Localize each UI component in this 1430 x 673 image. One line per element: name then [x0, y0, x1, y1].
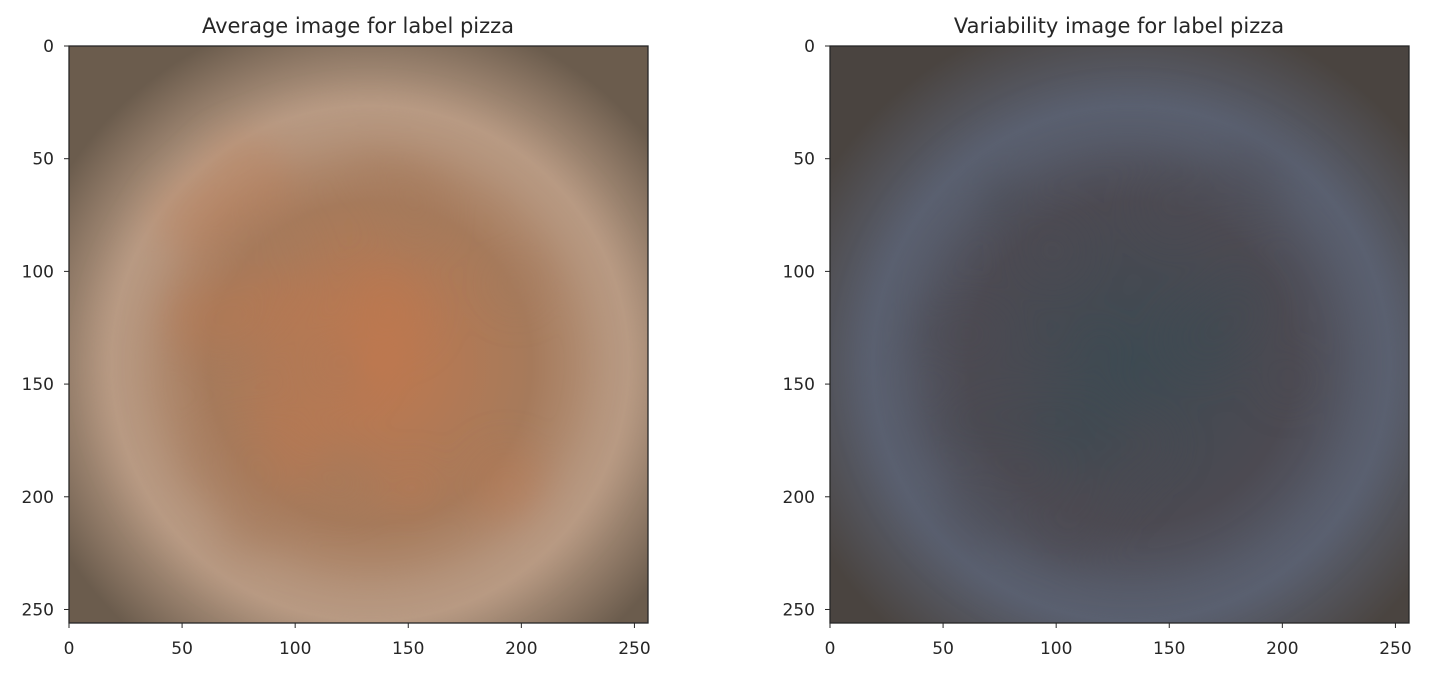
- average-image-texture-blob: [383, 185, 454, 256]
- average-image-y-tick-label: 100: [22, 262, 54, 282]
- variability-image-y-tick-label: 0: [804, 37, 815, 57]
- variability-image-x-tick-label: 150: [1153, 639, 1185, 659]
- variability-image-texture-blob: [1202, 142, 1289, 229]
- average-image-texture-blob: [349, 142, 406, 199]
- average-image-y-tick-label: 50: [32, 150, 54, 170]
- variability-image-y-tick-label: 50: [793, 150, 815, 170]
- average-image-x-tick-label: 150: [392, 639, 424, 659]
- variability-image-texture-blob: [939, 457, 1034, 551]
- variability-image-x-tick-label: 200: [1266, 639, 1298, 659]
- average-image-x-tick-label: 200: [505, 639, 537, 659]
- variability-image-texture-blob: [1131, 161, 1218, 248]
- variability-image-x-tick-label: 100: [1040, 639, 1072, 659]
- average-image-ring: [106, 106, 635, 621]
- variability-image-texture-blob: [1010, 208, 1096, 294]
- average-image-texture-blob: [485, 252, 548, 315]
- variability-image-x-tick-label: 50: [932, 639, 954, 659]
- average-image-y-tick-label: 200: [22, 488, 54, 508]
- variability-image-texture-blob: [1076, 327, 1125, 375]
- average-image-texture-blob: [466, 443, 548, 525]
- average-image-texture-blob: [292, 329, 369, 406]
- variability-image-y-tick-label: 100: [783, 262, 815, 282]
- average-image-texture-blob: [367, 306, 409, 348]
- average-image-texture-blob: [389, 462, 440, 513]
- average-image-x-tick-label: 50: [171, 639, 193, 659]
- variability-image-texture-blob: [1262, 353, 1314, 406]
- variability-image-y-tick-label: 200: [783, 488, 815, 508]
- variability-image-y-ticks: 0 50 100 150 200 250: [783, 37, 830, 620]
- average-image-texture-blob: [220, 270, 299, 348]
- average-image-x-ticks: 0 50 100 150 200 250: [64, 623, 651, 659]
- average-image-texture-blob: [162, 277, 240, 355]
- average-image-panel: Average image for label pizza 0 50 100 150 2…: [22, 14, 651, 659]
- variability-image-y-tick-label: 250: [783, 600, 815, 620]
- variability-image-ring: [867, 106, 1396, 621]
- average-image-texture-blob: [236, 209, 317, 291]
- average-image-x-tick-label: 100: [279, 639, 311, 659]
- average-image-y-tick-label: 150: [22, 375, 54, 395]
- average-image-y-tick-label: 250: [22, 600, 54, 620]
- average-image-texture-blob: [154, 180, 233, 259]
- variability-image-y-tick-label: 150: [783, 375, 815, 395]
- variability-image-texture-blob: [905, 295, 987, 376]
- variability-image-texture-blob: [1027, 485, 1108, 565]
- average-image-texture-blob: [307, 452, 379, 525]
- variability-image: [830, 46, 1409, 623]
- variability-image-texture-blob: [1119, 419, 1165, 464]
- variability-image-texture-blob: [1009, 398, 1056, 445]
- variability-image-x-tick-label: 0: [825, 639, 836, 659]
- variability-image-texture-blob: [1033, 383, 1124, 473]
- variability-image-frame: [829, 45, 1410, 624]
- average-image: [69, 46, 648, 623]
- average-image-title: Average image for label pizza: [202, 14, 514, 38]
- variability-image-panel: Variability image for label pizza 0 50 100…: [783, 14, 1412, 659]
- variability-image-title: Variability image for label pizza: [954, 14, 1284, 38]
- variability-image-texture-blob: [982, 171, 1026, 215]
- variability-image-x-ticks: 0 50 100 150 200 250: [825, 623, 1412, 659]
- average-image-x-tick-label: 250: [618, 639, 650, 659]
- average-image-x-tick-label: 0: [64, 639, 75, 659]
- average-image-frame: [68, 45, 649, 624]
- average-image-texture-blob: [259, 501, 296, 539]
- variability-image-texture-blob: [960, 408, 1000, 448]
- variability-image-texture-blob: [1223, 295, 1272, 344]
- average-image-y-tick-label: 0: [43, 37, 54, 57]
- average-image-y-ticks: 0 50 100 150 200 250: [22, 37, 69, 620]
- variability-image-x-tick-label: 250: [1379, 639, 1411, 659]
- average-image-texture-blob: [183, 414, 274, 504]
